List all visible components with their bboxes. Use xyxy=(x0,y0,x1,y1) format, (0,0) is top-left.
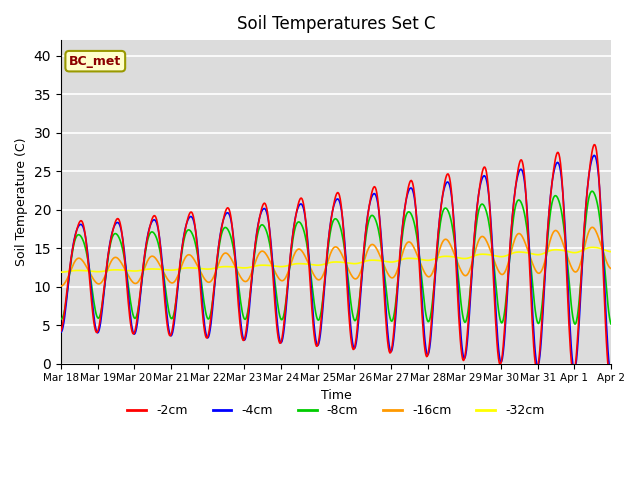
Y-axis label: Soil Temperature (C): Soil Temperature (C) xyxy=(15,138,28,266)
X-axis label: Time: Time xyxy=(321,389,351,402)
Legend: -2cm, -4cm, -8cm, -16cm, -32cm: -2cm, -4cm, -8cm, -16cm, -32cm xyxy=(122,399,550,422)
Text: BC_met: BC_met xyxy=(69,55,122,68)
Title: Soil Temperatures Set C: Soil Temperatures Set C xyxy=(237,15,435,33)
